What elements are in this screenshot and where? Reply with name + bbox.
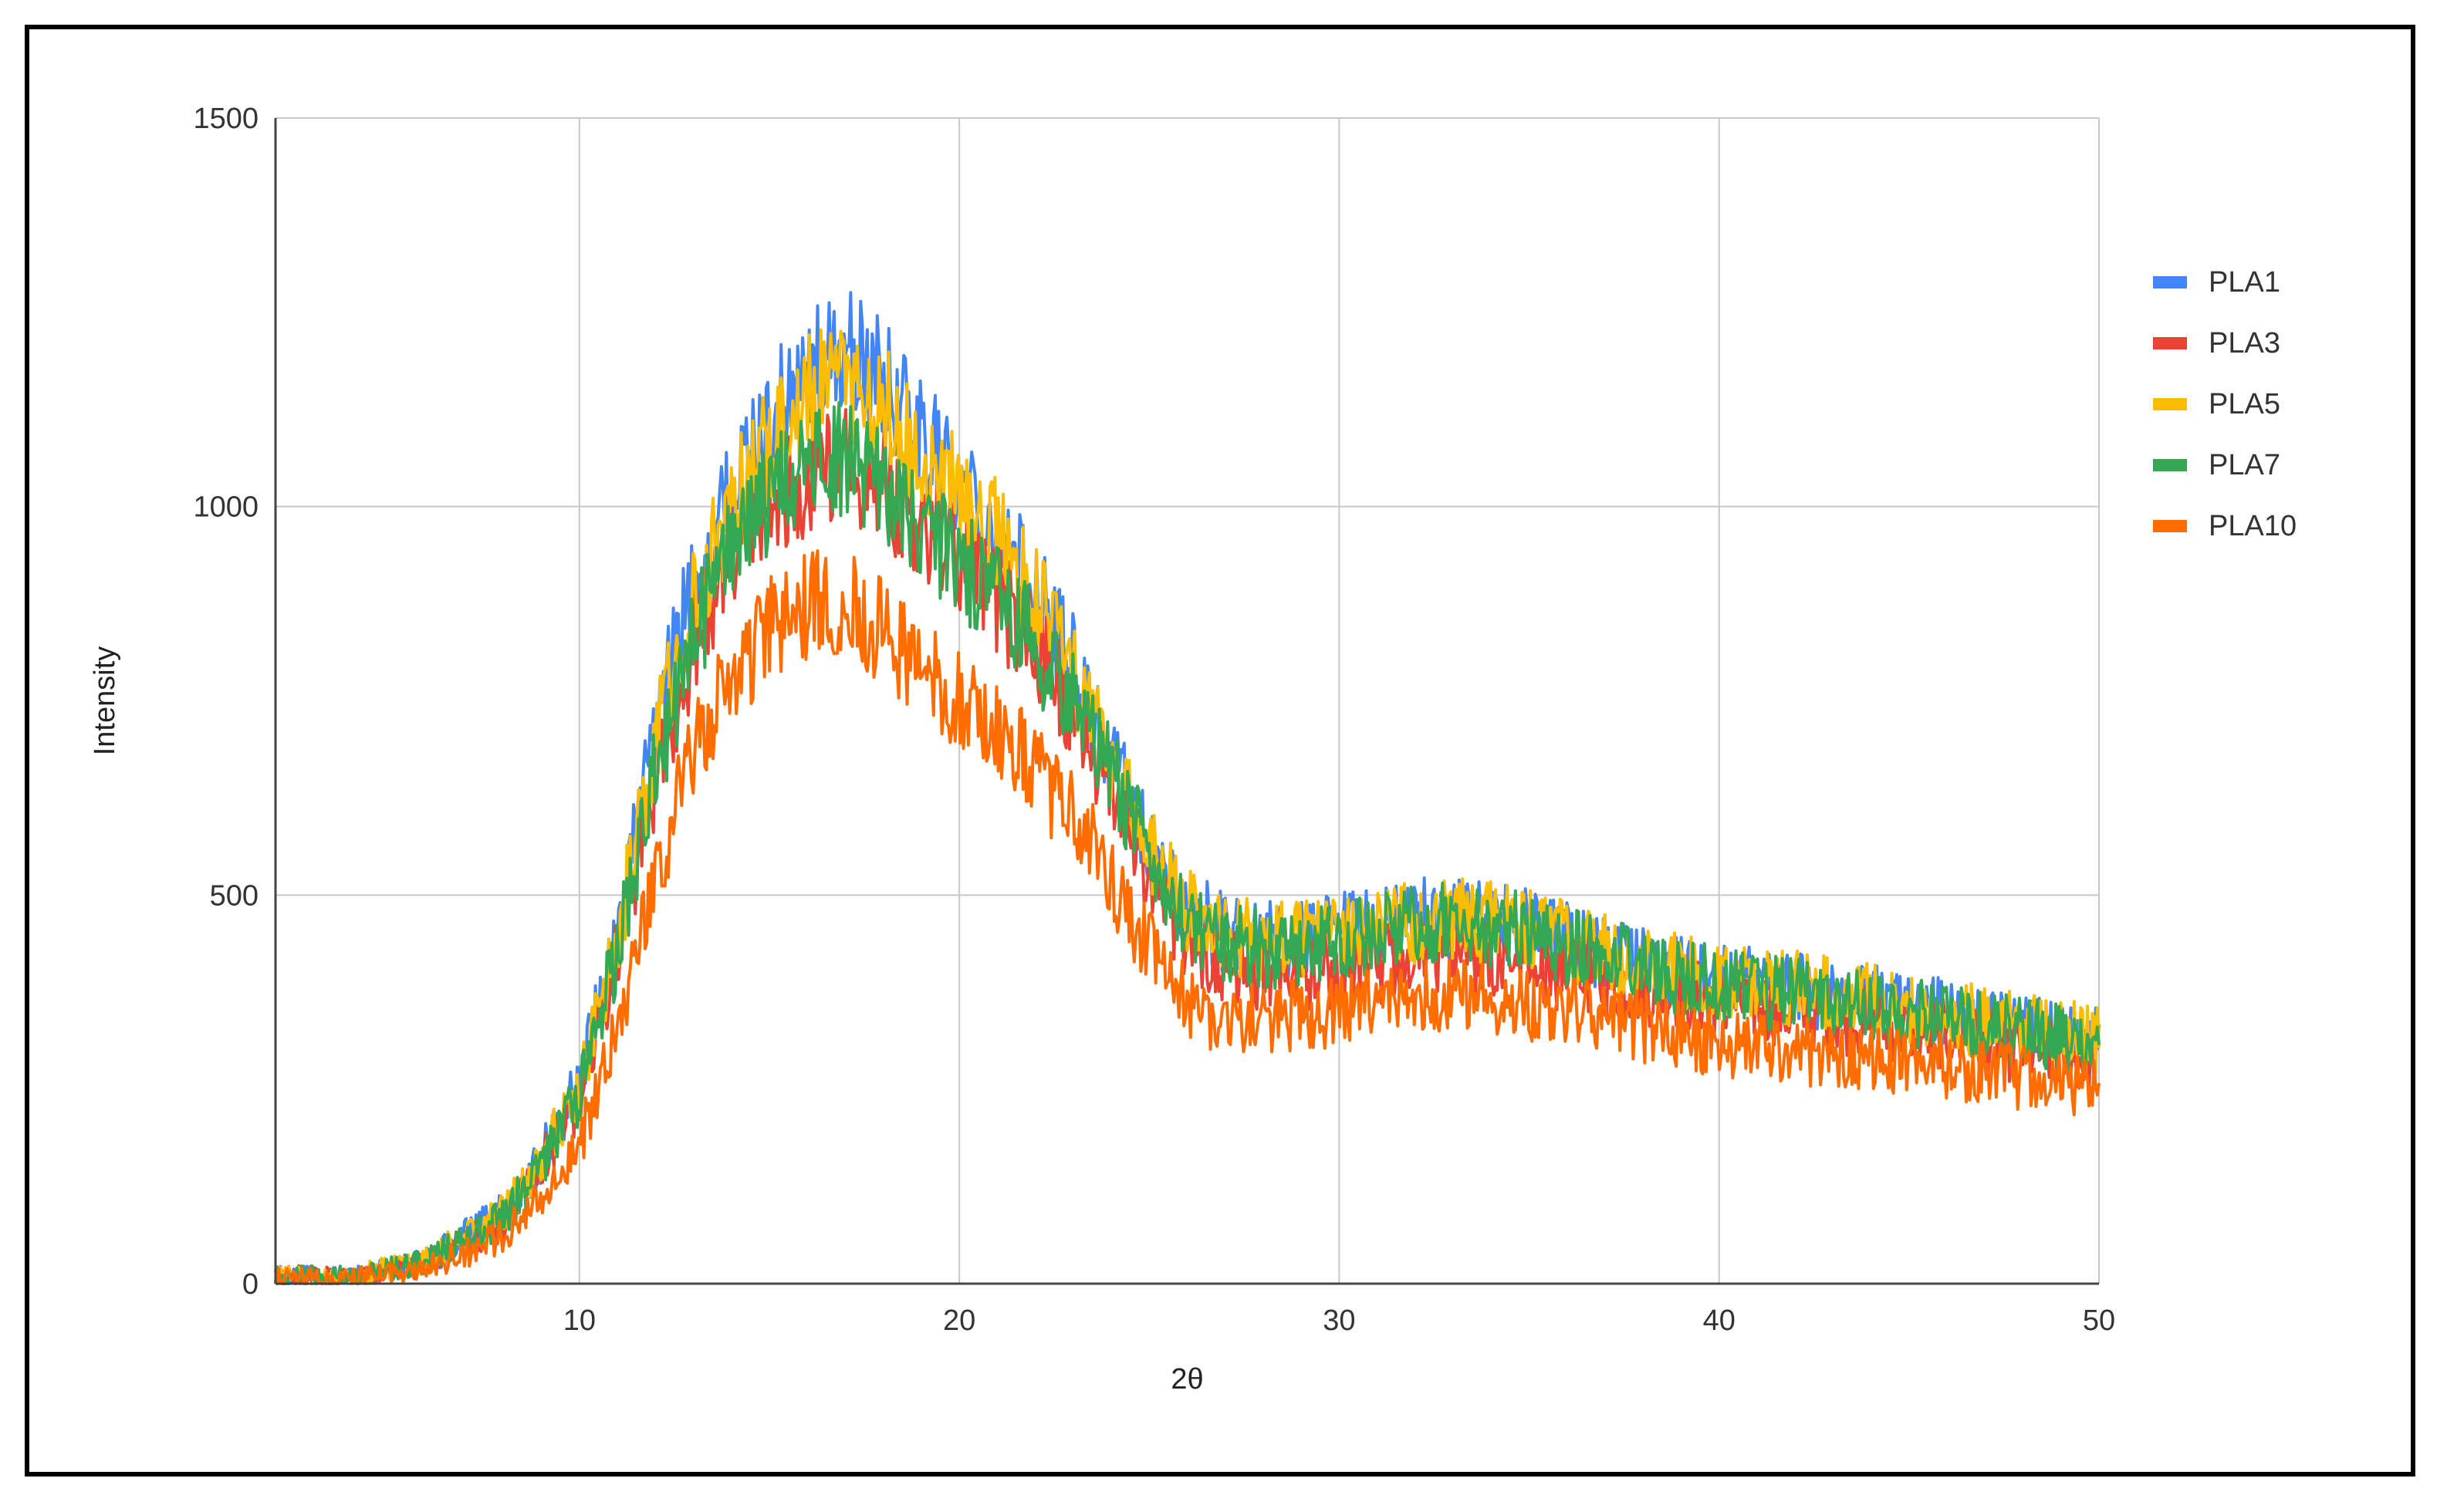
gridlines: [275, 117, 2100, 1284]
y-tick-label: 500: [210, 879, 259, 912]
legend-label: PLA10: [2209, 510, 2297, 542]
y-tick-label: 0: [242, 1268, 259, 1301]
legend-swatch-pla7: [2153, 459, 2187, 471]
y-tick-label: 1500: [193, 103, 259, 135]
x-tick-label: 40: [1703, 1304, 1736, 1337]
axes: 0 500 1000 1500 10 20 30 40 50: [193, 103, 2115, 1337]
series-lines: [274, 291, 2101, 1285]
legend-label: PLA1: [2209, 266, 2280, 299]
series-line-pla10: [274, 549, 2101, 1285]
x-tick-label: 50: [2083, 1304, 2115, 1337]
y-tick-label: 1000: [193, 491, 259, 524]
chart-frame: [25, 25, 2415, 1477]
x-axis-title: 2θ: [1171, 1363, 1203, 1396]
x-tick-label: 20: [943, 1304, 975, 1337]
legend: PLA1 PLA3 PLA5 PLA7 PLA10: [2153, 266, 2297, 542]
legend-swatch-pla10: [2153, 520, 2187, 532]
legend-swatch-pla3: [2153, 337, 2187, 349]
legend-label: PLA7: [2209, 449, 2280, 481]
x-tick-label: 10: [563, 1304, 596, 1337]
y-axis-title: Intensity: [89, 646, 121, 756]
legend-label: PLA5: [2209, 388, 2280, 420]
series-line-pla7: [274, 400, 2101, 1285]
x-tick-label: 30: [1323, 1304, 1355, 1337]
legend-label: PLA3: [2209, 327, 2280, 359]
legend-swatch-pla1: [2153, 276, 2187, 289]
legend-swatch-pla5: [2153, 398, 2187, 410]
